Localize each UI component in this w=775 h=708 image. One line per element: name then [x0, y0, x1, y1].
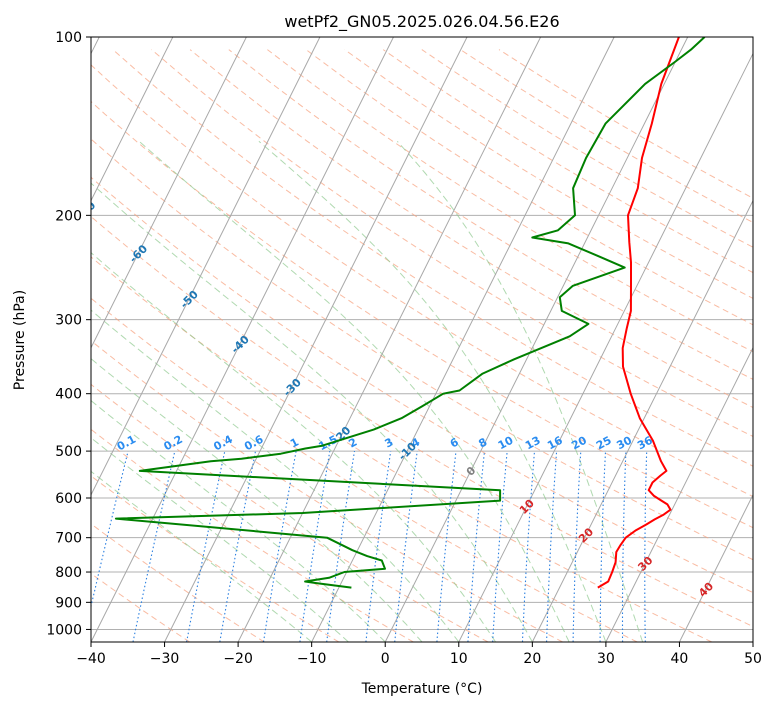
isotherm-line: [91, 37, 247, 349]
dry-adiabat: [91, 572, 190, 642]
dry-adiabat: [91, 100, 753, 529]
moist-adiabat: [91, 182, 533, 642]
mixing-ratio-label: 36: [635, 434, 655, 453]
x-tick-label: 40: [671, 651, 689, 667]
dry-adiabat: [91, 297, 638, 642]
moist-adiabat: [91, 470, 313, 642]
y-tick-label: 600: [55, 491, 82, 507]
mixing-ratio-line: [299, 451, 331, 642]
mixing-ratio-line: [436, 451, 457, 642]
moist-adiabat: [91, 400, 386, 642]
mixing-ratio-label: 13: [523, 434, 543, 453]
isotherm-line: [311, 37, 615, 642]
moist-adiabat: [91, 437, 349, 642]
plot-area: 0.10.20.40.611.52346810131620253036-100-…: [75, 37, 753, 642]
x-tick-label: −20: [223, 651, 253, 667]
y-tick-label: 1000: [46, 622, 82, 638]
mixing-ratio-label: 20: [569, 434, 589, 453]
isotherm-line: [678, 493, 753, 642]
y-tick-label: 300: [55, 313, 82, 329]
isotherm-line: [605, 346, 753, 642]
y-tick-label: 100: [55, 30, 82, 46]
y-tick-label: 500: [55, 444, 82, 460]
mixing-ratio-line: [365, 451, 392, 642]
mixing-ratio-line: [394, 451, 418, 642]
dry-adiabat: [189, 49, 753, 409]
moist-adiabat: [396, 140, 644, 642]
y-axis-label: Pressure (hPa): [12, 290, 28, 390]
isotherm-line: [384, 37, 689, 642]
mixing-ratio-label: 30: [614, 434, 634, 453]
mixing-ratio-line: [492, 451, 508, 642]
x-axis-label: Temperature (°C): [361, 681, 483, 697]
dry-adiabat: [91, 64, 753, 498]
isotherm-line: [237, 37, 542, 642]
mixing-ratio-line: [467, 451, 486, 642]
dry-adiabat: [267, 49, 753, 353]
y-tick-label: 400: [55, 387, 82, 403]
isotherm-line: [91, 37, 394, 642]
x-tick-label: −10: [297, 651, 327, 667]
x-tick-label: −40: [76, 651, 106, 667]
plot-frame: [90, 36, 754, 643]
mixing-ratio-line: [91, 450, 129, 609]
dry-adiabat: [344, 49, 753, 299]
isotherm-line: [91, 37, 321, 497]
isotherm-label: -70: [75, 199, 98, 222]
y-tick-label: 900: [55, 595, 82, 611]
isotherm-line: [91, 37, 174, 202]
chart-title: wetPf2_GN05.2025.026.04.56.E26: [284, 12, 559, 32]
x-tick-label: 10: [450, 651, 468, 667]
mixing-ratio-line: [326, 451, 356, 642]
y-tick-label: 700: [55, 531, 82, 547]
moist-adiabat: [91, 309, 460, 642]
axes: −40 −30 −20 −10 0 10 20 30 40 50 100 200 300 400 500 60…: [46, 30, 762, 667]
mixing-ratio-label: 25: [594, 434, 614, 453]
moist-adiabat: [91, 358, 423, 642]
mixing-ratio-line: [132, 450, 176, 642]
x-tick-label: −30: [150, 651, 180, 667]
y-tick-label: 200: [55, 208, 82, 224]
dry-adiabat: [91, 138, 753, 561]
mixing-ratio-label: 10: [496, 434, 516, 453]
dewpoint-line: [114, 37, 706, 589]
isotherm-line: [164, 37, 468, 642]
moist-adiabat: [258, 140, 607, 642]
isotherm-line: [458, 52, 753, 642]
dry-adiabat: [91, 475, 340, 642]
moist-adiabat: [91, 252, 497, 642]
temperature-line: [597, 37, 680, 589]
isotherm-line: [531, 199, 753, 642]
x-tick-label: 50: [744, 651, 762, 667]
x-tick-label: 20: [523, 651, 541, 667]
dry-adiabat: [91, 383, 489, 642]
x-tick-label: 0: [381, 651, 390, 667]
y-tick-label: 800: [55, 565, 82, 581]
mixing-ratio-label: 16: [545, 434, 565, 453]
x-tick-label: 30: [597, 651, 615, 667]
